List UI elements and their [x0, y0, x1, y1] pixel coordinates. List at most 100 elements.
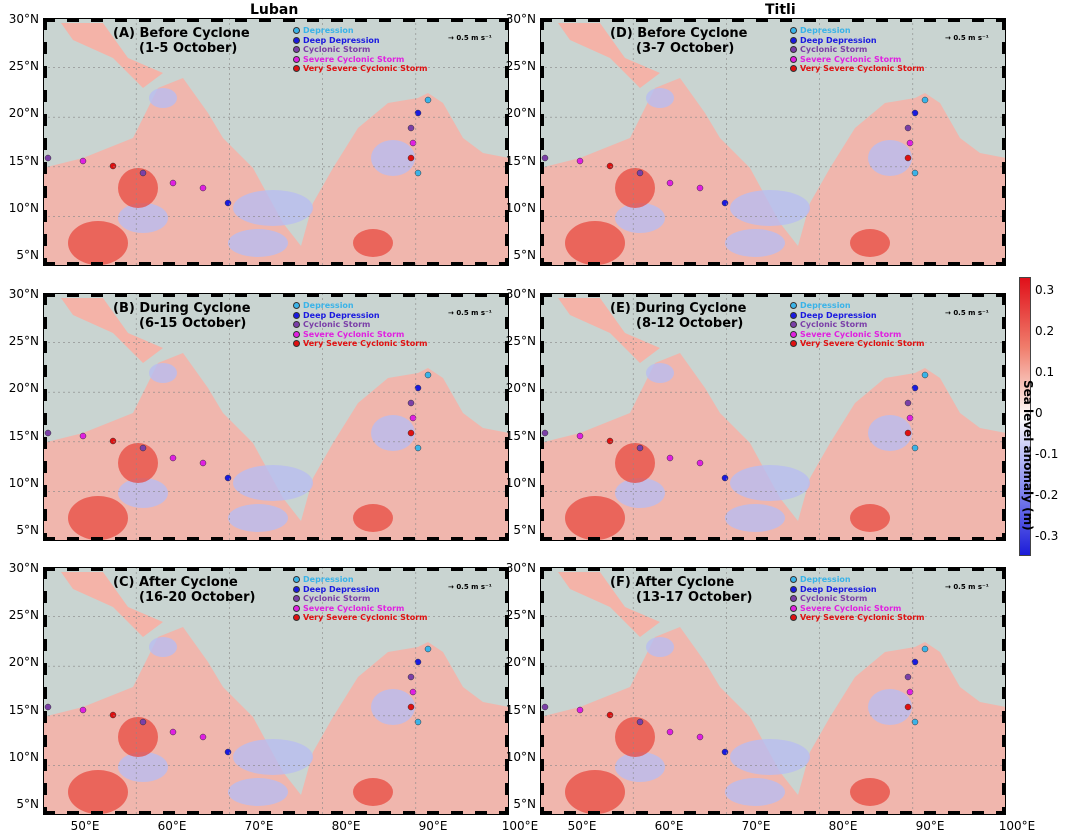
arrow-icon: →: [448, 583, 457, 591]
frame-tick: [163, 293, 175, 297]
frame-tick: [43, 317, 47, 329]
colorbar-tick-label: -0.1: [1035, 447, 1059, 461]
frame-tick: [139, 18, 151, 22]
lon-tick-label: 60°E: [654, 819, 684, 833]
frame-tick: [612, 262, 624, 266]
scale-label: 0.5 m s⁻¹: [953, 583, 989, 591]
legend-marker-icon: [790, 576, 797, 584]
frame-tick: [612, 537, 624, 541]
legend-item: Severe Cyclonic Storm: [293, 604, 428, 614]
warm-eddy: [353, 504, 393, 532]
track-point: [636, 718, 644, 726]
frame-tick: [540, 293, 544, 305]
legend-marker-icon: [790, 595, 797, 603]
frame-tick: [660, 567, 672, 571]
lat-tick-label: 15°N: [505, 428, 536, 443]
legend-label: Depression: [800, 301, 851, 311]
track-point: [424, 96, 432, 104]
legend-label: Very Severe Cyclonic Storm: [303, 613, 428, 623]
track-point: [721, 474, 729, 482]
track-point: [606, 162, 614, 170]
legend-marker-icon: [790, 330, 797, 338]
frame-tick: [972, 18, 984, 22]
frame-tick: [331, 293, 343, 297]
frame-tick: [43, 18, 55, 22]
lat-tick-label: 15°N: [8, 702, 39, 717]
lat-tick-label: 30°N: [505, 287, 536, 301]
lon-tick-label: 50°E: [70, 819, 100, 833]
frame-tick: [612, 293, 624, 297]
frame-tick: [1002, 485, 1006, 497]
frame-tick: [259, 293, 271, 297]
legend-marker-icon: [790, 36, 797, 44]
legend-item: Very Severe Cyclonic Storm: [293, 64, 428, 74]
frame-tick: [67, 811, 79, 815]
cold-eddy: [646, 363, 674, 383]
frame-tick: [588, 18, 600, 22]
frame-tick: [211, 537, 223, 541]
track-point: [409, 688, 417, 696]
legend-item: Depression: [790, 301, 925, 311]
frame-tick: [1002, 509, 1006, 521]
frame-tick: [780, 567, 792, 571]
frame-tick: [43, 341, 47, 353]
lat-tick-label: 25°N: [8, 608, 39, 623]
track-point: [576, 432, 584, 440]
gulf-region: [558, 572, 660, 637]
warm-eddy: [353, 229, 393, 257]
frame-tick: [67, 293, 79, 297]
frame-tick: [499, 567, 509, 571]
frame-tick: [948, 537, 960, 541]
track-point: [139, 718, 147, 726]
frame-tick: [876, 293, 888, 297]
frame-tick: [1002, 639, 1006, 651]
frame-tick: [139, 567, 151, 571]
frame-tick: [499, 537, 509, 541]
lat-tick-label: 20°N: [505, 106, 536, 121]
frame-tick: [804, 537, 816, 541]
lat-tick-label: 5°N: [513, 797, 536, 811]
track-point: [904, 399, 912, 407]
cold-eddy: [233, 739, 313, 775]
frame-tick: [732, 567, 744, 571]
frame-tick: [355, 293, 367, 297]
legend-marker-icon: [790, 614, 797, 622]
gulf-region: [61, 298, 163, 363]
frame-tick: [876, 18, 888, 22]
frame-tick: [379, 262, 391, 266]
cold-eddy: [646, 88, 674, 108]
panel-dates: (13-17 October): [636, 590, 753, 605]
frame-tick: [924, 811, 936, 815]
track-point: [721, 748, 729, 756]
frame-tick: [187, 262, 199, 266]
frame-tick: [283, 262, 295, 266]
warm-eddy: [68, 221, 128, 265]
track-point: [407, 154, 415, 162]
track-point: [921, 96, 929, 104]
cold-eddy: [725, 504, 785, 532]
frame-tick: [43, 759, 47, 771]
frame-tick: [612, 811, 624, 815]
frame-tick: [876, 811, 888, 815]
frame-tick: [564, 537, 576, 541]
track-point: [414, 718, 422, 726]
track-point: [407, 124, 415, 132]
legend-item: Severe Cyclonic Storm: [293, 55, 428, 65]
frame-tick: [780, 262, 792, 266]
legend-item: Very Severe Cyclonic Storm: [790, 339, 925, 349]
legend-item: Severe Cyclonic Storm: [790, 330, 925, 340]
lat-tick-label: 10°N: [505, 200, 536, 215]
scale-label: 0.5 m s⁻¹: [456, 583, 492, 591]
lat-tick-label: 5°N: [16, 523, 39, 537]
frame-tick: [505, 567, 509, 579]
track-point: [414, 658, 422, 666]
frame-tick: [43, 567, 47, 579]
cold-eddy: [725, 778, 785, 806]
velocity-scale: → 0.5 m s⁻¹: [448, 309, 492, 317]
frame-tick: [540, 711, 544, 723]
legend-label: Depression: [303, 301, 354, 311]
frame-tick: [451, 537, 463, 541]
track-point: [576, 706, 584, 714]
legend-marker-icon: [790, 604, 797, 612]
frame-tick: [187, 567, 199, 571]
